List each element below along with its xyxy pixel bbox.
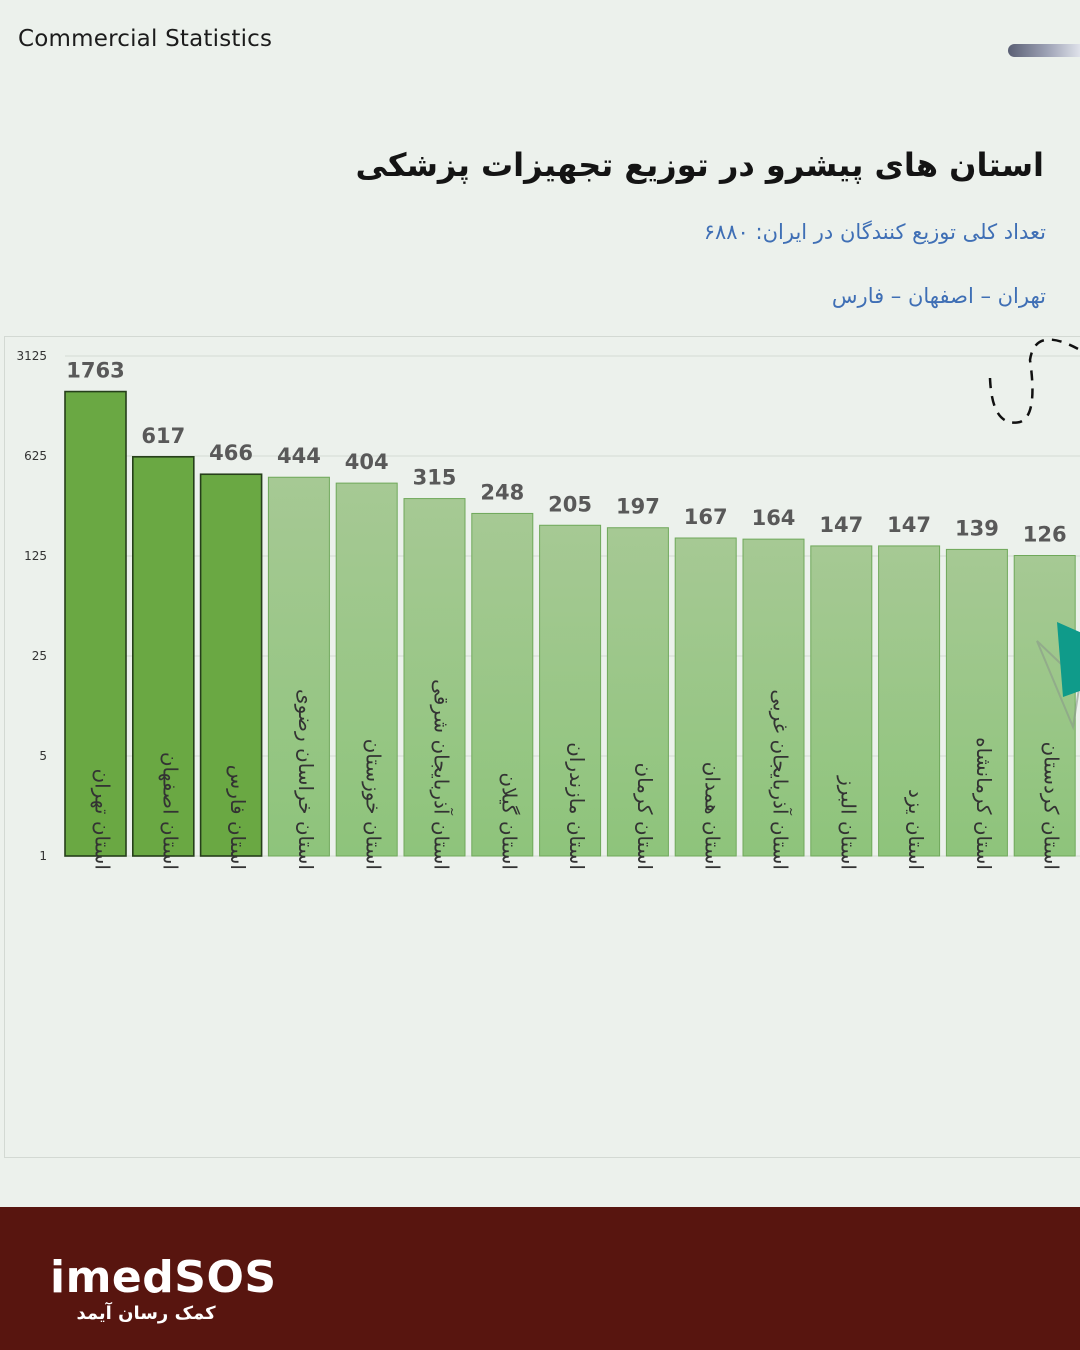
bar-value-label: 205 <box>548 492 592 516</box>
subtitle-leaders: تهران – اصفهان – فارس <box>831 284 1046 308</box>
x-category-label: استان البرز <box>836 775 860 870</box>
x-category-label: استان کرمانشاه <box>972 737 996 870</box>
x-category-label: استان آذربایجان غربی <box>769 689 794 870</box>
bar <box>674 537 737 857</box>
bar <box>742 538 805 857</box>
page-title: استان های پیشرو در توزیع تجهیزات پزشکی <box>355 146 1044 184</box>
x-category-label: استان گیلان <box>497 772 521 870</box>
bar-value-label: 164 <box>752 506 796 530</box>
bar <box>471 512 534 857</box>
y-tick-label: 625 <box>24 449 47 463</box>
bar-value-label: 617 <box>141 424 185 448</box>
bar <box>606 527 669 857</box>
chart-frame: 3125 625 125 25 5 1 1763 617 466 444 404 315 248 205… <box>4 336 1080 1158</box>
y-tick-label: 125 <box>24 549 47 563</box>
bar-chart: 3125 625 125 25 5 1 1763 617 466 444 404 315 248 205… <box>16 349 1080 870</box>
x-category-label: استان همدان <box>701 762 725 870</box>
bar <box>267 476 330 857</box>
bar <box>199 473 263 857</box>
bar-value-label: 466 <box>209 441 253 465</box>
top-pill-decoration <box>1008 44 1080 57</box>
x-category-label: استان اصفهان <box>158 752 182 870</box>
bar-value-label: 139 <box>955 516 999 540</box>
footer-logo: imedSOS <box>50 1252 277 1303</box>
bar-value-label: 147 <box>887 513 931 537</box>
dashed-loop-decoration <box>988 338 1080 424</box>
bar-value-label: 1763 <box>66 359 124 383</box>
bar-value-label: 147 <box>819 513 863 537</box>
bar <box>64 390 127 857</box>
subtitle-total: تعداد کلی توزیع کنندگان در ایران: ۶۸۸۰ <box>703 220 1046 244</box>
x-category-label: استان خراسان رضوی <box>294 689 318 870</box>
x-category-label: استان آذربایجان شرقی <box>430 679 455 870</box>
footer-tagline: کمک رسان آیمد <box>76 1303 216 1324</box>
bar-value-label: 126 <box>1023 523 1067 547</box>
bar <box>132 456 195 857</box>
y-tick-label: 1 <box>39 849 47 863</box>
teal-play-decoration <box>1036 622 1080 731</box>
x-category-label: استان فارس <box>226 765 250 870</box>
bar <box>539 524 602 857</box>
bar-value-label: 167 <box>684 505 728 529</box>
bar-value-label: 197 <box>616 495 660 519</box>
bar-value-label: 315 <box>413 466 457 490</box>
x-category-label: استان مازندران <box>565 742 589 870</box>
bar <box>945 548 1008 857</box>
bar <box>403 498 466 857</box>
x-category-label: استان کردستان <box>1040 741 1064 870</box>
y-tick-label: 5 <box>39 749 47 763</box>
footer-bar <box>0 1207 1080 1350</box>
y-tick-label: 25 <box>32 649 47 663</box>
bar <box>335 482 398 857</box>
x-category-label: استان خوزستان <box>362 739 386 870</box>
bar-value-label: 444 <box>277 444 321 468</box>
bar-value-label: 404 <box>345 450 389 474</box>
bar-value-label: 248 <box>480 480 524 504</box>
x-category-label: استان یزد <box>904 789 928 870</box>
y-tick-label: 3125 <box>16 349 47 363</box>
bar <box>878 545 941 857</box>
x-category-label: استان کرمان <box>633 762 657 870</box>
brand-title: Commercial Statistics <box>18 26 273 52</box>
bar <box>810 545 873 857</box>
x-category-label: استان تهران <box>91 768 115 870</box>
